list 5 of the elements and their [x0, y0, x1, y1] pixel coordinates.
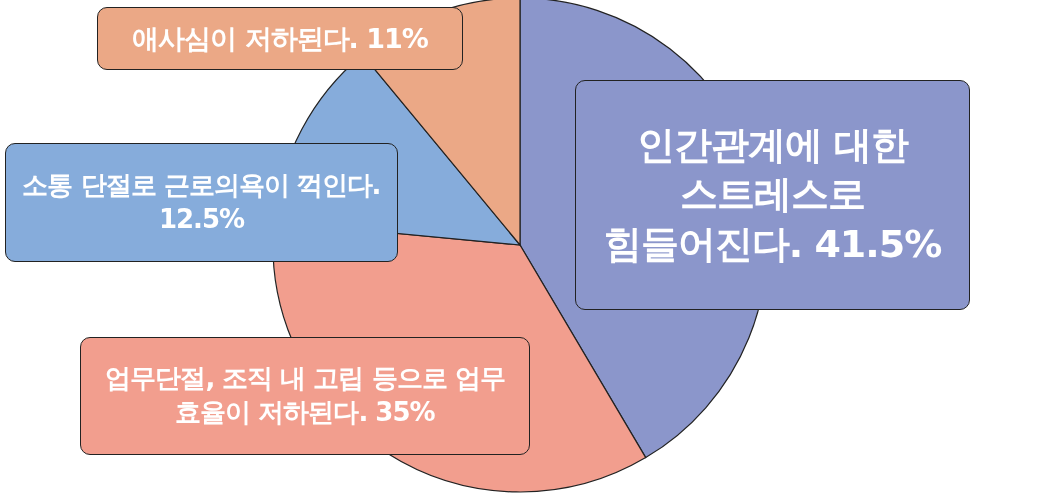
slice-label: 인간관계에 대한 스트레스로 힘들어진다. 41.5%: [602, 121, 943, 268]
slice-label: 업무단절, 조직 내 고립 등으로 업무 효율이 저하된다. 35%: [104, 362, 506, 429]
slice-label: 애사심이 저하된다. 11%: [132, 21, 428, 56]
data-label: 12.5%: [158, 203, 245, 234]
slice-label: 소통 단절로 근로의욕이 꺽인다.: [22, 169, 381, 200]
